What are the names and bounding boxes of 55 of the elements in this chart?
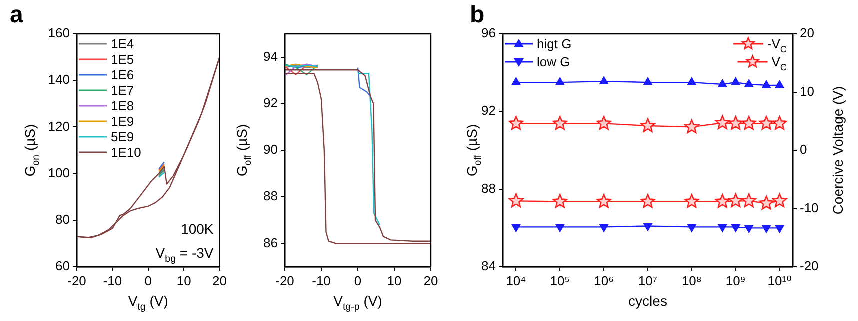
- y-tick-label: 160: [48, 26, 70, 41]
- y-tick-label: 92: [264, 95, 278, 110]
- y-tick-label: 86: [264, 235, 278, 250]
- x-tick-label: 10⁷: [638, 273, 658, 288]
- x-tick-label: 10⁹: [726, 273, 746, 288]
- legend-label: 1E5: [111, 52, 134, 68]
- y-tick-label: 92: [482, 103, 496, 118]
- legend-label: 1E7: [111, 83, 134, 98]
- y2-tick-label: 20: [800, 26, 814, 41]
- x-tick-label: 10¹⁰: [768, 273, 792, 288]
- x-tick-label: 20: [424, 273, 438, 288]
- y2-tick-label: 10: [800, 84, 814, 99]
- x-axis-title: cycles: [628, 292, 668, 309]
- y-tick-label: 88: [482, 180, 496, 196]
- x-tick-label: 10⁶: [594, 273, 614, 288]
- legend-label: low G: [537, 54, 570, 70]
- y-tick-label: 140: [48, 72, 70, 88]
- y2-tick-label: -10: [800, 200, 819, 216]
- y-tick-label: 88: [264, 188, 278, 204]
- legend-label: 1E6: [111, 68, 134, 83]
- y2-tick-label: 0: [800, 142, 808, 158]
- x-tick-label: 0: [354, 273, 362, 288]
- legend-label: 1E9: [111, 114, 134, 130]
- x-tick-label: 0: [144, 273, 152, 288]
- annotation: 100K: [181, 220, 214, 237]
- y-tick-label: 90: [264, 142, 278, 158]
- x-tick-label: -10: [103, 273, 122, 288]
- y-axis-title: Gon (µS): [22, 124, 42, 177]
- y-axis-title: Goff (µS): [234, 124, 254, 177]
- x-tick-label: 10⁸: [682, 273, 702, 288]
- y-axis-title: Goff (µS): [464, 124, 484, 177]
- x-tick-label: 10: [176, 273, 192, 288]
- x-tick-label: -20: [68, 273, 86, 288]
- x-tick-label: -20: [276, 273, 294, 288]
- chart-title: a: [10, 1, 24, 28]
- legend-label: 1E8: [111, 98, 134, 114]
- y-tick-label: 84: [482, 258, 496, 274]
- y-tick-label: 96: [482, 26, 496, 41]
- y2-tick-label: -20: [800, 258, 819, 274]
- y-tick-label: 100: [48, 165, 70, 180]
- legend-label: 1E10: [111, 145, 142, 160]
- x-tick-label: -10: [312, 273, 331, 288]
- legend-label: 1E4: [111, 36, 134, 52]
- x-tick-label: 10⁵: [550, 273, 570, 288]
- legend-label: higt G: [537, 36, 572, 52]
- y-tick-label: 80: [56, 212, 70, 227]
- x-tick-label: 10: [387, 273, 402, 288]
- y-tick-label: 120: [48, 118, 70, 134]
- x-tick-label: 10⁴: [506, 273, 526, 288]
- y-tick-label: 94: [264, 48, 278, 64]
- y2-axis-title: Coercive Voltage (V): [830, 86, 846, 215]
- legend-label: 5E9: [111, 130, 134, 145]
- x-tick-label: 20: [212, 273, 228, 288]
- chart-title: b: [470, 1, 485, 28]
- y-tick-label: 60: [56, 258, 70, 274]
